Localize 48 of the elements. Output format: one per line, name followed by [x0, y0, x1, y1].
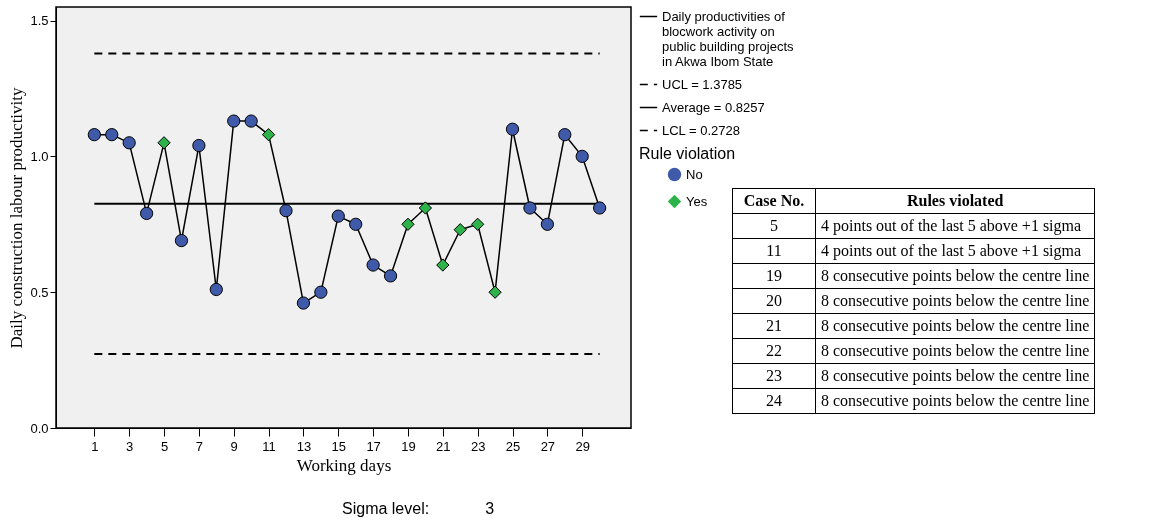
legend-label: Yes	[686, 193, 708, 209]
text: 3	[485, 500, 495, 517]
legend-label: Average = 0.8257	[662, 99, 765, 115]
text: 22	[732, 338, 816, 364]
legend-label: UCL = 1.3785	[662, 76, 743, 92]
text: 23	[732, 363, 816, 389]
y-tick-label: 0.5	[30, 284, 49, 300]
x-tick-label: 9	[230, 438, 238, 454]
x-tick-label: 25	[505, 438, 521, 454]
y-tick-label: 1.5	[30, 13, 49, 29]
text: 24	[732, 388, 816, 414]
x-tick-label: 27	[540, 438, 556, 454]
x-tick-label: 3	[126, 438, 134, 454]
x-tick-label: 29	[575, 438, 590, 454]
text: Sigma level:	[342, 500, 430, 517]
x-tick-label: 23	[470, 438, 486, 454]
x-tick-label: 19	[401, 438, 416, 454]
text: 8 consecutive points below the centre line	[815, 263, 1095, 289]
x-tick-label: 17	[366, 438, 381, 454]
text: 20	[732, 288, 816, 314]
x-axis-title: Working days	[296, 455, 392, 475]
legend-label: LCL = 0.2728	[662, 122, 740, 138]
y-tick-label: 0.0	[30, 420, 49, 436]
text: 21	[732, 313, 816, 339]
text: 4 points out of the last 5 above +1 sigma	[815, 238, 1095, 264]
legend-label: No	[686, 166, 703, 182]
text: 5	[732, 213, 816, 239]
text: 19	[732, 263, 816, 289]
x-tick-label: 21	[436, 438, 451, 454]
text: 4 points out of the last 5 above +1 sigma	[815, 213, 1095, 239]
text: Case No.	[732, 188, 816, 214]
legend-label: Daily productivities of blocwork activity on public building projects in Akwa Ibom State	[662, 8, 795, 69]
text: 8 consecutive points below the centre line	[815, 288, 1095, 314]
y-axis-title: Daily construction labour productivity	[7, 86, 27, 349]
text: 8 consecutive points below the centre line	[815, 338, 1095, 364]
text: 8 consecutive points below the centre line	[815, 388, 1095, 414]
x-tick-label: 5	[160, 438, 169, 454]
y-tick-label: 1.0	[30, 148, 49, 164]
x-tick-label: 1	[91, 438, 99, 454]
text: 11	[732, 238, 816, 264]
x-tick-label: 15	[331, 438, 347, 454]
text: 8 consecutive points below the centre line	[815, 363, 1095, 389]
text: Rules violated	[815, 188, 1095, 214]
x-tick-label: 13	[296, 438, 312, 454]
legend-title: Rule violation	[638, 145, 736, 162]
text: 8 consecutive points below the centre line	[815, 313, 1095, 339]
x-tick-label: 7	[195, 438, 203, 454]
x-tick-label: 11	[262, 438, 276, 454]
